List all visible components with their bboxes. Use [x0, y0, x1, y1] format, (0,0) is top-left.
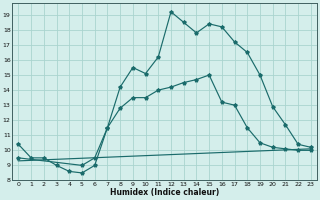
X-axis label: Humidex (Indice chaleur): Humidex (Indice chaleur): [110, 188, 219, 197]
